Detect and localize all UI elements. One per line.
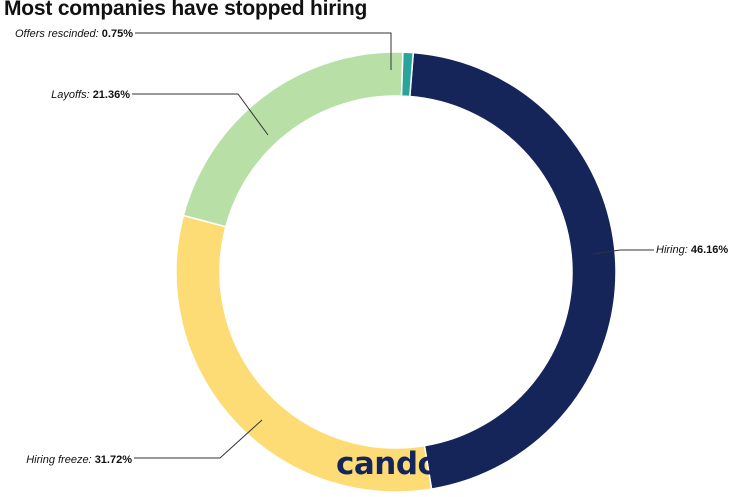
leader-line-hiring-freeze	[134, 419, 263, 459]
data-label-offers-rescinded: Offers rescinded: 0.75%	[15, 28, 133, 40]
data-label-hiring-freeze: Hiring freeze: 31.72%	[26, 454, 132, 466]
data-label-hiring: Hiring: 46.16%	[656, 244, 728, 256]
leader-line-hiring	[592, 249, 654, 255]
slice-hiring	[409, 51, 617, 490]
slice-layoffs	[182, 51, 404, 228]
leader-line-offers-rescinded	[135, 32, 392, 70]
data-label-layoffs: Layoffs: 21.36%	[51, 89, 130, 101]
leader-line-layoffs	[132, 93, 269, 136]
chart-title: Most companies have stopped hiring	[4, 0, 368, 20]
slice-offers-rescinded	[400, 51, 415, 98]
candor-logo: candor	[336, 446, 454, 482]
